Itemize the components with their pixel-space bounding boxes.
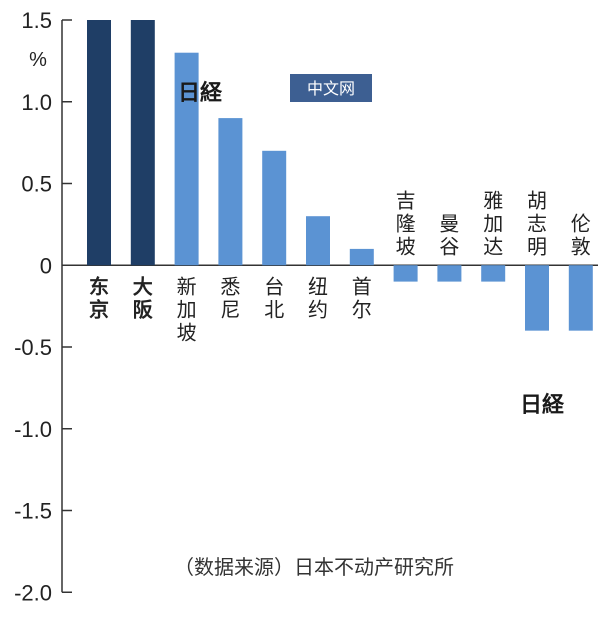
y-tick-label: 0.5: [21, 172, 52, 197]
category-label-2: 大阪: [133, 274, 154, 321]
y-tick-label: 1.5: [21, 8, 52, 33]
nikkei-watermark: 日経 中文网: [178, 74, 372, 106]
nikkei-watermark-2: 日経: [520, 392, 565, 418]
y-axis-unit: %: [29, 49, 47, 71]
category-label-1: 东京: [89, 274, 109, 321]
y-tick-label: -2.0: [14, 580, 52, 605]
y-axis: 1.5 1.0 0.5 0 -0.5 -1.0 -1.5 -2.0: [14, 8, 598, 605]
y-tick-label: 1.0: [21, 90, 52, 115]
category-label-9: 曼谷: [439, 211, 459, 258]
nikkei-logo-2: 日経: [520, 392, 565, 418]
y-tick-label: -1.5: [14, 499, 52, 524]
watermark-badge-text: 中文网: [307, 79, 355, 98]
category-label-11: 胡志明: [527, 188, 547, 258]
category-label-10: 雅加达: [483, 188, 503, 258]
bar-9: [437, 265, 462, 282]
bar-10: [481, 265, 506, 282]
bar-8: [393, 265, 418, 282]
source-note: （数据来源）日本不动产研究所: [174, 555, 454, 579]
category-label-6: 纽约: [308, 274, 328, 321]
bar-12: [568, 265, 593, 331]
category-label-7: 首尔: [352, 274, 372, 321]
y-tick-label: -1.0: [14, 417, 52, 442]
watermark-badge: [290, 74, 372, 102]
bar-3: [174, 52, 199, 266]
bar-4: [218, 118, 243, 266]
category-label-5: 台北: [264, 274, 284, 321]
y-tick-label: 0: [40, 253, 52, 278]
category-label-4: 悉尼: [220, 274, 240, 321]
nikkei-logo: 日経: [178, 80, 223, 106]
bar-11: [525, 265, 549, 331]
bar-6: [306, 216, 330, 266]
category-label-3: 新加坡: [177, 274, 197, 344]
bars: [87, 20, 593, 331]
category-label-8: 吉隆坡: [396, 188, 416, 258]
bar-1: [87, 20, 111, 266]
bar-7: [349, 248, 374, 266]
category-label-12: 伦敦: [571, 211, 591, 258]
bar-5: [262, 150, 287, 266]
bar-2: [130, 20, 155, 266]
y-tick-label: -0.5: [14, 335, 52, 360]
